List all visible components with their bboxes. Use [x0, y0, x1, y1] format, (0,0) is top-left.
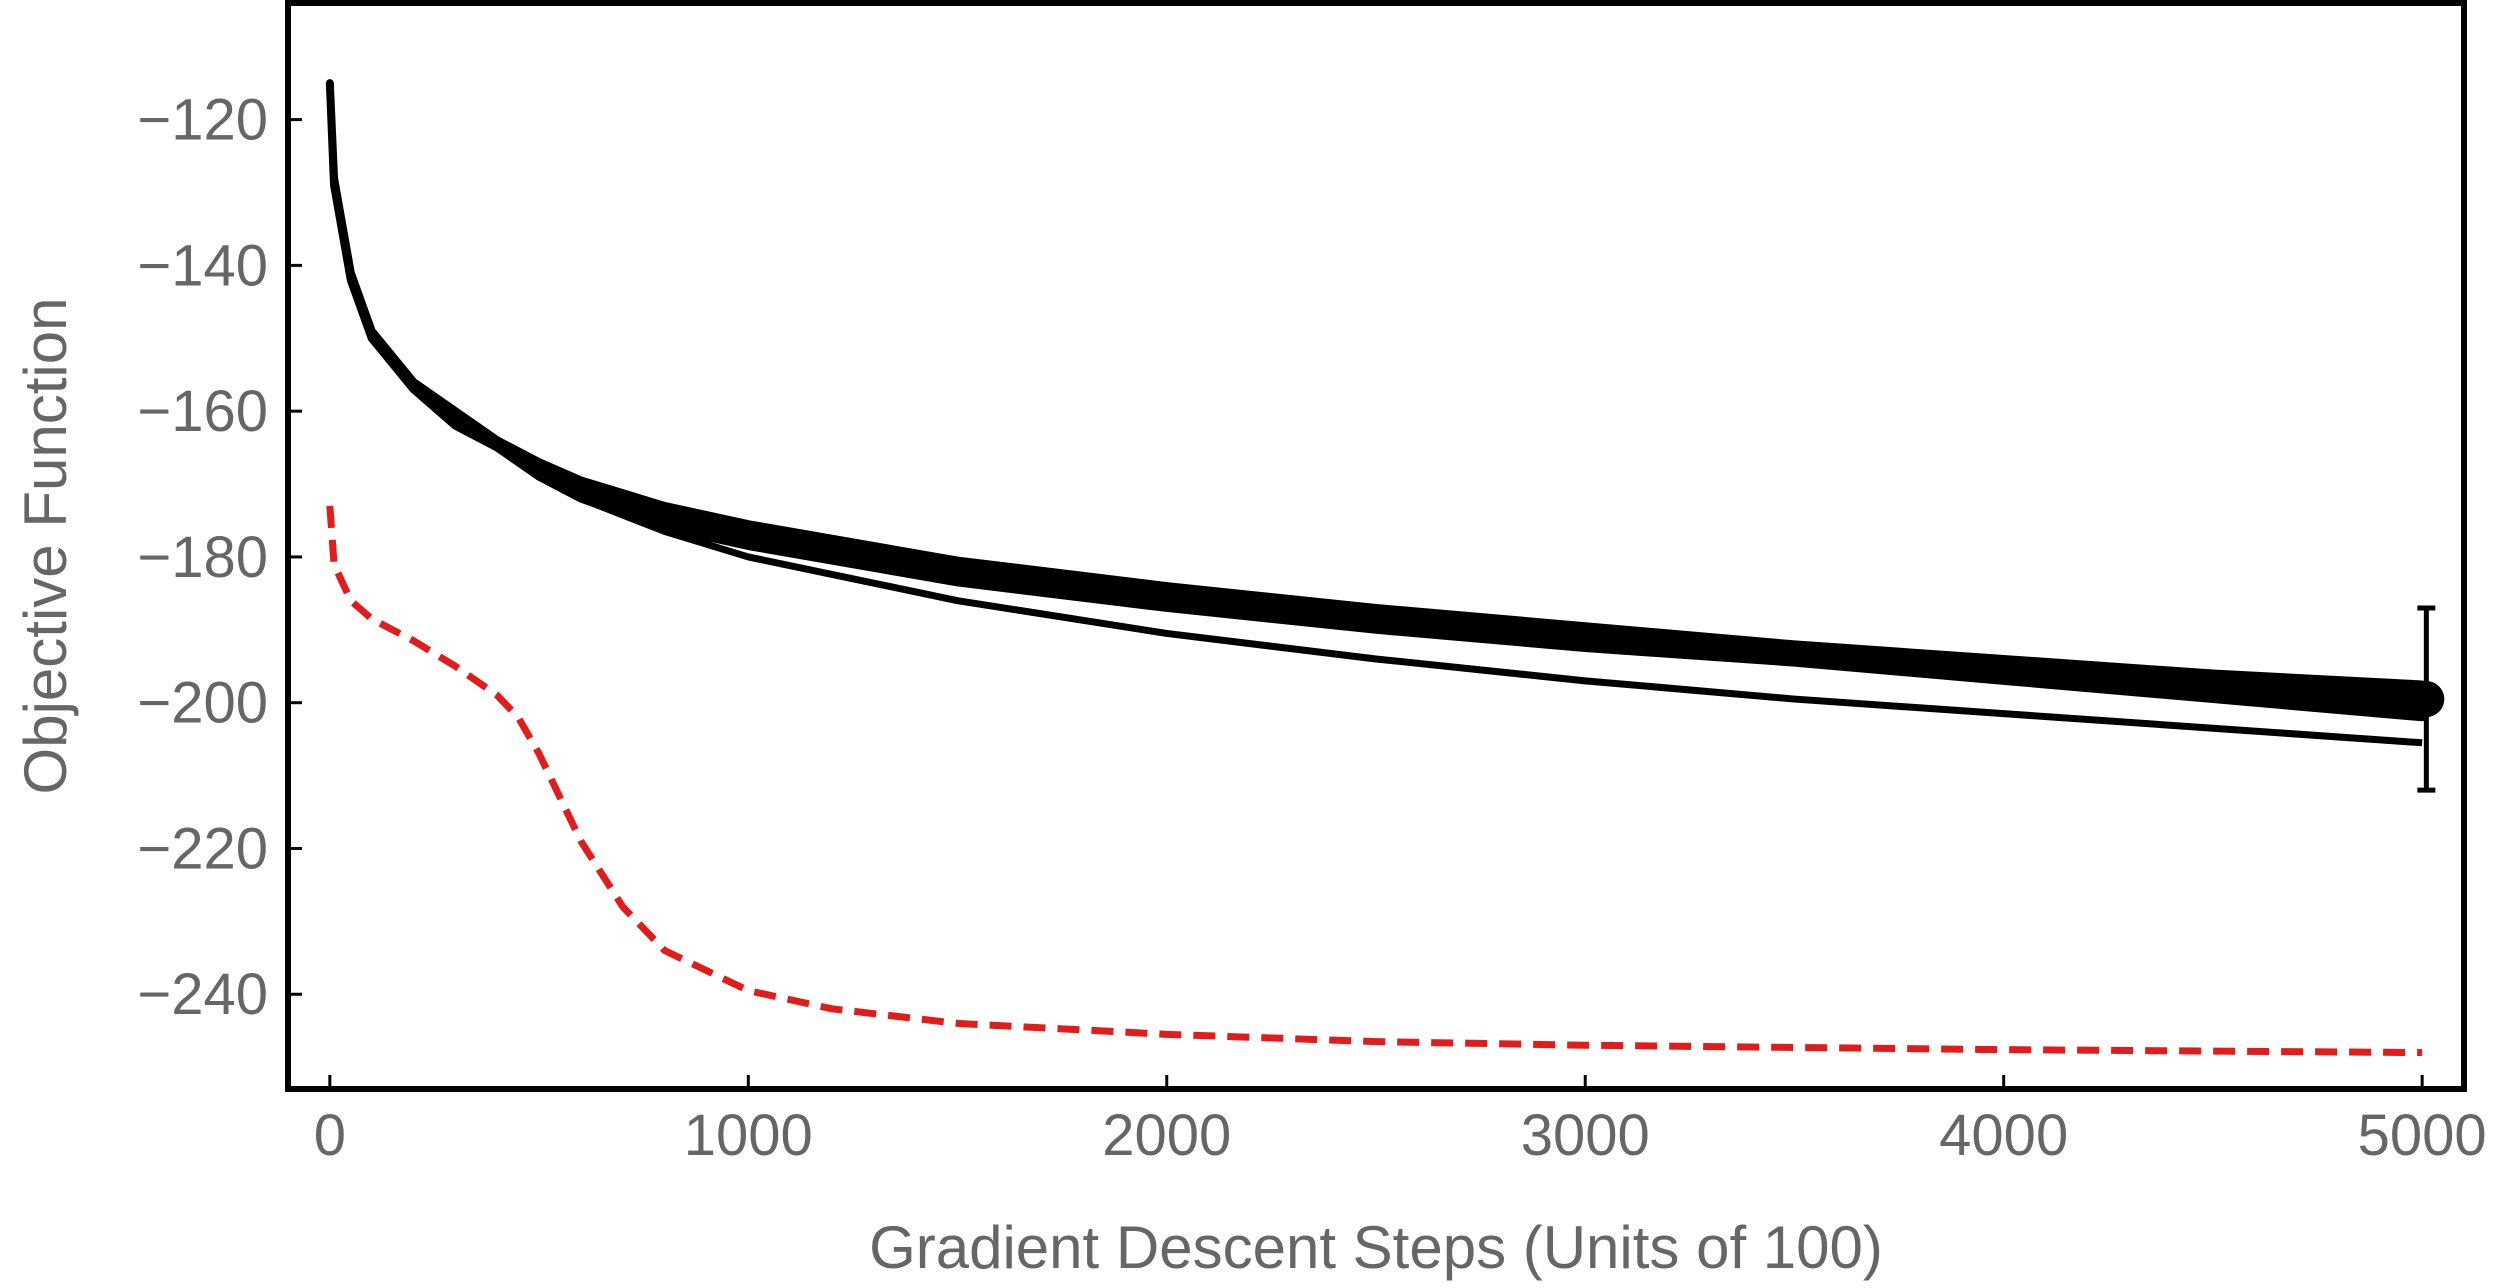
- endpoint-point: [2408, 681, 2445, 718]
- axis-ticks: 0 1000 2000 3000 4000 5000 −120 −140 −160 −180 −20…: [137, 88, 2486, 1168]
- series-band-0: [325, 79, 2427, 722]
- y-tick-label: −200: [137, 671, 268, 736]
- y-tick-label: −160: [137, 379, 268, 444]
- x-tick-label: 5000: [2358, 1103, 2487, 1168]
- x-tick-label: 4000: [1939, 1103, 2068, 1168]
- y-tick-label: −180: [137, 525, 268, 590]
- x-tick-label: 2000: [1102, 1103, 1231, 1168]
- y-tick-label: −140: [137, 233, 268, 298]
- x-tick-label: 1000: [684, 1103, 813, 1168]
- endpoint-marker-group: [2408, 605, 2445, 793]
- plot-frame: [285, 0, 2467, 1092]
- series-line-2: [326, 505, 2423, 1057]
- y-axis-title: Objective Function: [12, 298, 79, 795]
- x-axis-title: Gradient Descent Steps (Units of 100): [869, 1214, 1883, 1281]
- y-tick-label: −120: [137, 88, 268, 153]
- x-tick-label: 3000: [1521, 1103, 1650, 1168]
- y-tick-label: −220: [137, 816, 268, 881]
- x-tick-label: 0: [314, 1103, 346, 1168]
- plot-area: [325, 79, 2427, 1057]
- series-line-1: [326, 83, 2423, 747]
- y-tick-label: −240: [137, 962, 268, 1027]
